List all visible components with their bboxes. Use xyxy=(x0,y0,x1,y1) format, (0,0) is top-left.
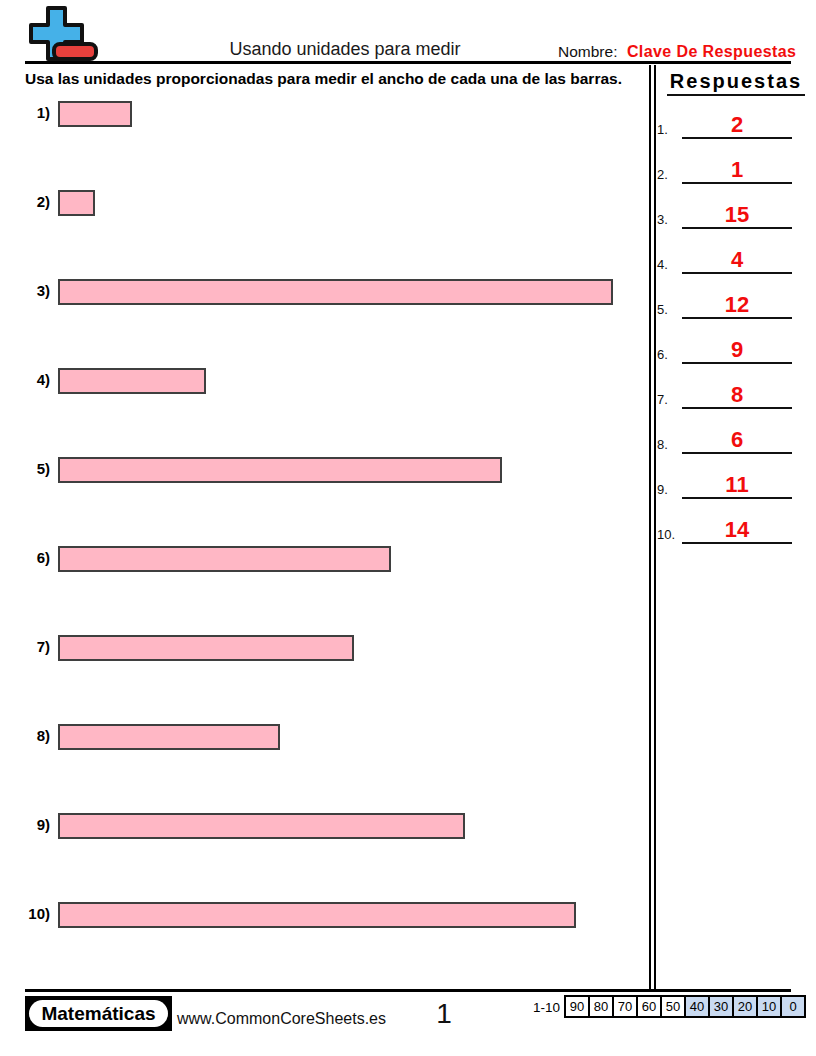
subject-badge: Matemáticas xyxy=(25,996,172,1031)
problem-number-label: 6) xyxy=(20,546,50,572)
answer-number-label: 6. xyxy=(657,347,683,362)
answer-value: 11 xyxy=(682,472,792,498)
footer-rule xyxy=(25,989,791,992)
score-cell: 0 xyxy=(780,995,806,1018)
score-cell: 20 xyxy=(732,995,758,1018)
problem-number-label: 3) xyxy=(20,279,50,305)
answers-header: Respuestas xyxy=(657,70,815,96)
problem-row: 2) xyxy=(20,190,95,216)
problem-row: 7) xyxy=(20,635,354,661)
problem-number-label: 7) xyxy=(20,635,50,661)
measure-bar xyxy=(58,368,206,394)
worksheet-page: Usando unidades para medir Nombre: Clave… xyxy=(0,0,816,1056)
answer-value: 15 xyxy=(682,202,792,228)
score-cell: 10 xyxy=(756,995,782,1018)
answer-blank-line xyxy=(682,227,792,229)
minus-icon xyxy=(54,44,96,59)
score-cell: 80 xyxy=(588,995,614,1018)
problem-row: 4) xyxy=(20,368,206,394)
measure-bar xyxy=(58,101,132,127)
answer-number-label: 8. xyxy=(657,437,683,452)
score-cell: 70 xyxy=(612,995,638,1018)
answers-divider xyxy=(649,65,656,990)
score-cell: 90 xyxy=(564,995,590,1018)
problem-number-label: 4) xyxy=(20,368,50,394)
answer-blank-line xyxy=(682,452,792,454)
measure-bar xyxy=(58,813,465,839)
answer-blank-line xyxy=(682,362,792,364)
answer-number-label: 10. xyxy=(657,527,683,542)
problem-row: 9) xyxy=(20,813,465,839)
answer-number-label: 3. xyxy=(657,212,683,227)
measure-bar xyxy=(58,902,576,928)
answer-blank-line xyxy=(682,542,792,544)
answer-value: 14 xyxy=(682,517,792,543)
answer-number-label: 4. xyxy=(657,257,683,272)
score-cell: 50 xyxy=(660,995,686,1018)
answer-value: 9 xyxy=(682,337,792,363)
answer-number-label: 7. xyxy=(657,392,683,407)
problem-number-label: 8) xyxy=(20,724,50,750)
answer-key-label: Clave De Respuestas xyxy=(627,43,796,60)
answer-blank-line xyxy=(682,137,792,139)
problem-number-label: 5) xyxy=(20,457,50,483)
answer-value: 2 xyxy=(682,112,792,138)
measure-bar xyxy=(58,546,391,572)
page-number: 1 xyxy=(408,998,480,1030)
answer-blank-line xyxy=(682,317,792,319)
answer-number-label: 1. xyxy=(657,122,683,137)
problem-row: 5) xyxy=(20,457,502,483)
answers-header-label: Respuestas xyxy=(667,70,805,96)
answer-blank-line xyxy=(682,407,792,409)
problem-number-label: 9) xyxy=(20,813,50,839)
answer-value: 6 xyxy=(682,427,792,453)
problem-number-label: 10) xyxy=(20,902,50,928)
measure-bar xyxy=(58,724,280,750)
score-range-label: 1-10 xyxy=(518,998,560,1018)
problem-row: 8) xyxy=(20,724,280,750)
score-cell: 40 xyxy=(684,995,710,1018)
answer-value: 1 xyxy=(682,157,792,183)
name-row: Nombre: Clave De Respuestas xyxy=(558,43,796,61)
answer-blank-line xyxy=(682,182,792,184)
measure-bar xyxy=(58,190,95,216)
score-cell: 60 xyxy=(636,995,662,1018)
answer-number-label: 2. xyxy=(657,167,683,182)
problem-number-label: 2) xyxy=(20,190,50,216)
score-cell: 30 xyxy=(708,995,734,1018)
problem-row: 6) xyxy=(20,546,391,572)
problem-row: 1) xyxy=(20,101,132,127)
website-text: www.CommonCoreSheets.es xyxy=(177,1010,386,1028)
answer-value: 4 xyxy=(682,247,792,273)
answer-blank-line xyxy=(682,497,792,499)
problem-row: 3) xyxy=(20,279,613,305)
measure-bar xyxy=(58,279,613,305)
answer-number-label: 5. xyxy=(657,302,683,317)
instruction-text: Usa las unidades proporcionadas para med… xyxy=(25,70,645,88)
subject-badge-label: Matemáticas xyxy=(41,1003,155,1025)
score-strip: 9080706050403020100 xyxy=(564,995,806,1018)
header-rule xyxy=(25,61,791,64)
answer-number-label: 9. xyxy=(657,482,683,497)
worksheet-title: Usando unidades para medir xyxy=(100,39,590,60)
answer-value: 8 xyxy=(682,382,792,408)
name-label: Nombre: xyxy=(558,43,617,60)
measure-bar xyxy=(58,635,354,661)
measure-bar xyxy=(58,457,502,483)
plus-minus-logo xyxy=(20,5,98,63)
answer-value: 12 xyxy=(682,292,792,318)
answer-blank-line xyxy=(682,272,792,274)
problem-number-label: 1) xyxy=(20,101,50,127)
subject-badge-pill: Matemáticas xyxy=(29,1000,168,1027)
problem-row: 10) xyxy=(20,902,576,928)
